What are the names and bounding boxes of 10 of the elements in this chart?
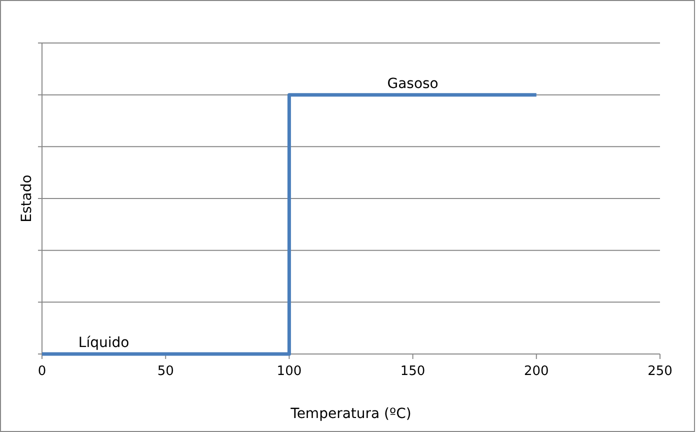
x-tick-label: 100 <box>276 364 302 379</box>
y-axis-title: Estado <box>19 174 35 222</box>
x-tick-label: 200 <box>524 364 549 379</box>
x-axis-title: Temperatura (ºC) <box>290 406 412 422</box>
annotation: Gasoso <box>387 76 438 92</box>
annotation: Líquido <box>78 335 130 351</box>
x-tick-label: 250 <box>648 364 672 379</box>
x-tick-label: 0 <box>38 364 46 379</box>
x-tick-label: 150 <box>400 364 426 379</box>
x-tick-label: 50 <box>157 364 174 379</box>
